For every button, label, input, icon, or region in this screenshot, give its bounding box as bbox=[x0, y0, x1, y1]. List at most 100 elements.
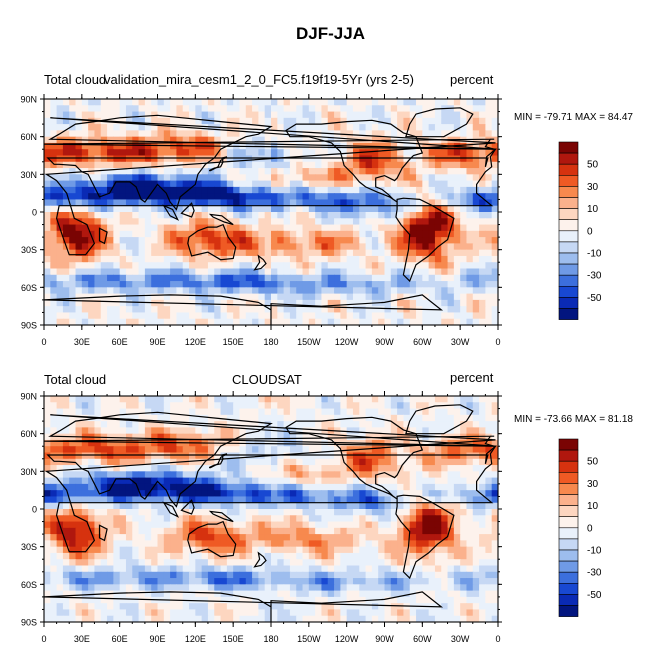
field-cell bbox=[434, 243, 442, 251]
field-cell bbox=[485, 408, 493, 416]
field-cell bbox=[378, 496, 386, 504]
field-cell bbox=[371, 274, 379, 282]
field-cell bbox=[44, 199, 51, 207]
field-cell bbox=[100, 458, 108, 466]
field-cell bbox=[359, 318, 367, 325]
field-cell bbox=[296, 502, 304, 510]
field-cell bbox=[182, 509, 190, 516]
field-cell bbox=[384, 224, 392, 232]
field-cell bbox=[371, 452, 379, 460]
field-cell bbox=[447, 477, 455, 485]
field-cell bbox=[258, 243, 266, 251]
field-cell bbox=[264, 306, 272, 314]
field-cell bbox=[416, 465, 423, 472]
field-cell bbox=[390, 237, 398, 244]
field-cell bbox=[315, 396, 323, 403]
field-cell bbox=[170, 402, 178, 410]
field-cell bbox=[315, 571, 323, 579]
field-cell bbox=[283, 186, 291, 194]
field-cell bbox=[334, 274, 341, 282]
field-cell bbox=[491, 471, 498, 479]
field-cell bbox=[81, 414, 89, 422]
field-cell bbox=[100, 149, 108, 157]
field-cell bbox=[441, 237, 449, 244]
field-cell bbox=[479, 534, 486, 541]
field-cell bbox=[220, 281, 228, 288]
field-cell bbox=[176, 205, 184, 213]
field-cell bbox=[144, 502, 152, 510]
field-cell bbox=[125, 274, 133, 282]
field-cell bbox=[119, 136, 127, 144]
field-cell bbox=[283, 255, 291, 263]
field-cell bbox=[176, 578, 184, 585]
field-cell bbox=[302, 293, 310, 301]
field-cell bbox=[416, 433, 423, 441]
field-cell bbox=[365, 471, 373, 479]
field-cell bbox=[233, 224, 241, 232]
field-cell bbox=[302, 199, 310, 207]
field-cell bbox=[479, 446, 486, 454]
field-cell bbox=[296, 527, 304, 535]
field-cell bbox=[340, 212, 348, 219]
field-cell bbox=[214, 509, 222, 516]
field-cell bbox=[271, 136, 278, 144]
field-cell bbox=[144, 293, 152, 301]
field-cell bbox=[416, 571, 423, 579]
field-cell bbox=[189, 281, 196, 288]
field-cell bbox=[163, 509, 171, 516]
field-cell bbox=[466, 483, 474, 491]
field-cell bbox=[144, 224, 152, 232]
field-cell bbox=[56, 199, 64, 207]
field-cell bbox=[81, 559, 89, 567]
field-cell bbox=[144, 446, 152, 454]
field-cell bbox=[163, 578, 171, 585]
field-cell bbox=[220, 186, 228, 194]
field-cell bbox=[182, 534, 190, 541]
field-cell bbox=[233, 117, 241, 125]
field-cell bbox=[346, 161, 354, 169]
field-cell bbox=[62, 496, 70, 504]
field-cell bbox=[119, 293, 127, 301]
field-cell bbox=[233, 193, 241, 201]
field-cell bbox=[50, 509, 58, 516]
field-cell bbox=[119, 155, 127, 163]
field-cell bbox=[258, 396, 266, 403]
field-cell bbox=[283, 199, 291, 207]
field-cell bbox=[113, 458, 121, 466]
field-cell bbox=[416, 124, 423, 131]
field-cell bbox=[466, 471, 474, 479]
field-cell bbox=[56, 161, 64, 169]
field-cell bbox=[50, 496, 58, 504]
field-cell bbox=[69, 527, 77, 535]
field-cell bbox=[94, 149, 102, 157]
field-cell bbox=[371, 565, 379, 573]
field-cell bbox=[384, 174, 392, 182]
field-cell bbox=[365, 458, 373, 466]
field-cell bbox=[378, 318, 386, 325]
field-cell bbox=[220, 142, 228, 150]
field-cell bbox=[466, 490, 474, 498]
field-cell bbox=[245, 540, 253, 548]
field-cell bbox=[176, 565, 184, 573]
field-cell bbox=[252, 124, 259, 131]
field-cell bbox=[163, 193, 171, 201]
field-cell bbox=[62, 111, 70, 119]
field-cell bbox=[479, 433, 486, 441]
field-cell bbox=[466, 105, 474, 113]
field-cell bbox=[132, 161, 140, 169]
field-cell bbox=[416, 540, 423, 548]
field-cell bbox=[302, 452, 310, 460]
field-cell bbox=[453, 396, 461, 403]
field-cell bbox=[170, 502, 178, 510]
field-cell bbox=[441, 180, 449, 188]
field-cell bbox=[371, 136, 379, 144]
field-cell bbox=[428, 287, 436, 295]
field-cell bbox=[151, 268, 159, 276]
field-cell bbox=[182, 433, 190, 441]
field-cell bbox=[151, 224, 159, 232]
field-cell bbox=[447, 565, 455, 573]
field-cell bbox=[447, 180, 455, 188]
field-cell bbox=[50, 255, 58, 263]
field-cell bbox=[365, 439, 373, 447]
field-cell bbox=[340, 571, 348, 579]
